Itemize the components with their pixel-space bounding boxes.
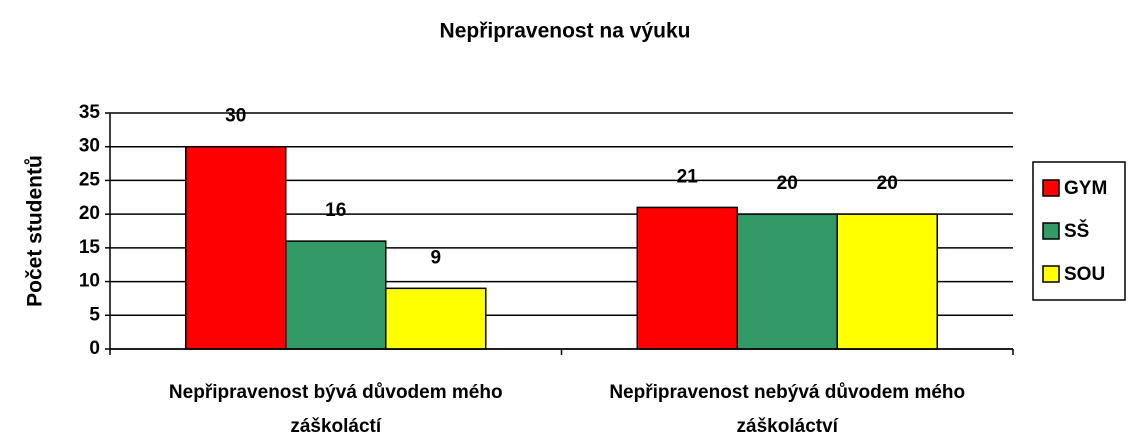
y-tick-label: 25 bbox=[79, 169, 101, 190]
y-tick-label: 20 bbox=[79, 203, 100, 224]
bar bbox=[736, 213, 838, 350]
legend-label: GYM bbox=[1064, 178, 1107, 199]
data-label: 16 bbox=[325, 200, 346, 221]
legend-swatch bbox=[1042, 265, 1060, 283]
bar bbox=[185, 145, 287, 350]
legend-swatch bbox=[1042, 222, 1060, 240]
data-label: 20 bbox=[877, 173, 898, 194]
y-axis-label: Počet studentů bbox=[24, 155, 47, 307]
y-tick-label: 15 bbox=[79, 237, 101, 258]
data-label: 20 bbox=[777, 173, 798, 194]
y-tick-label: 35 bbox=[79, 102, 101, 123]
bar bbox=[636, 206, 738, 350]
data-label: 9 bbox=[430, 247, 441, 268]
x-tick-label: Nepřipravenost nebývá důvodem mého záško… bbox=[609, 382, 966, 437]
chart-title: Nepřipravenost na výuku bbox=[440, 20, 691, 43]
bar bbox=[385, 287, 487, 350]
bar bbox=[285, 240, 387, 350]
y-tick-label: 5 bbox=[89, 304, 100, 325]
legend-label: SŠ bbox=[1064, 220, 1089, 242]
y-tick-label: 30 bbox=[79, 136, 100, 157]
bar bbox=[836, 213, 938, 350]
legend-label: SOU bbox=[1064, 264, 1105, 285]
data-label: 30 bbox=[225, 106, 246, 127]
y-tick-label: 10 bbox=[79, 271, 100, 292]
legend-swatch bbox=[1042, 179, 1060, 197]
x-tick-label: Nepřipravenost bývá důvodem mého záškolá… bbox=[168, 382, 503, 437]
data-label: 21 bbox=[677, 166, 699, 187]
y-tick-label: 0 bbox=[89, 338, 100, 359]
